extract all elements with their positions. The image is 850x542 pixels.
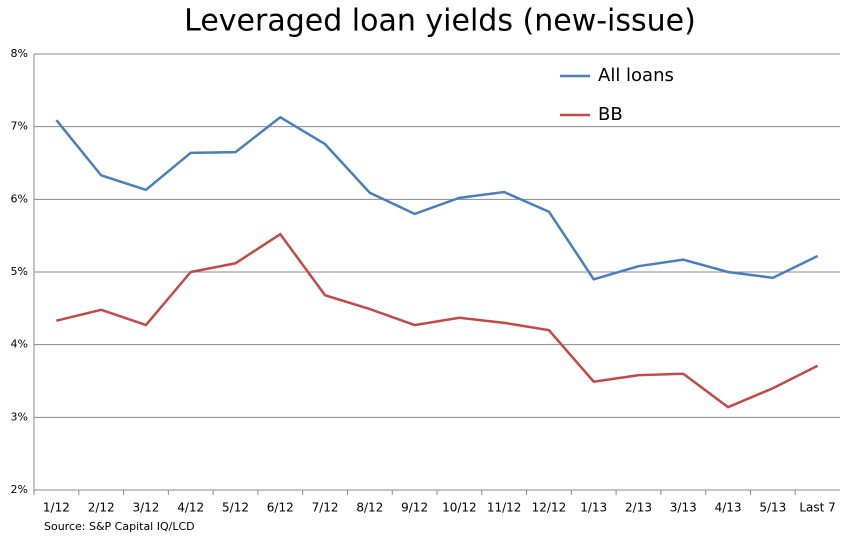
x-tick-label: 9/12	[401, 501, 428, 515]
x-tick-label: Last 7	[799, 501, 835, 515]
y-tick-label: 7%	[11, 120, 28, 133]
x-tick-label: 8/12	[356, 501, 383, 515]
x-tick-label: 10/12	[442, 501, 477, 515]
y-tick-label: 5%	[11, 265, 28, 278]
x-tick-label: 5/13	[759, 501, 786, 515]
series-line	[55, 115, 819, 281]
x-tick-label: 4/13	[715, 501, 742, 515]
y-tick-label: 2%	[11, 483, 28, 496]
x-tick-label: 1/12	[43, 501, 70, 515]
x-tick-label: 3/13	[670, 501, 697, 515]
y-tick-label: 6%	[11, 192, 28, 205]
y-tick-label: 3%	[11, 410, 28, 423]
series-line	[56, 232, 819, 409]
x-tick-label: 12/12	[532, 501, 567, 515]
y-tick-label: 4%	[11, 338, 28, 351]
x-tick-label: 2/13	[625, 501, 652, 515]
x-tick-label: 11/12	[487, 501, 522, 515]
x-tick-label: 4/12	[177, 501, 204, 515]
x-tick-label: 2/12	[88, 501, 115, 515]
x-tick-label: 5/12	[222, 501, 249, 515]
x-tick-label: 3/12	[132, 501, 159, 515]
chart-title: Leveraged loan yields (new-issue)	[184, 4, 696, 39]
x-tick-label: 6/12	[267, 501, 294, 515]
legend-label: BB	[598, 104, 623, 125]
x-tick-label: 1/13	[580, 501, 607, 515]
y-tick-label: 8%	[11, 47, 28, 60]
x-tick-label: 7/12	[312, 501, 339, 515]
legend-label: All loans	[598, 65, 674, 86]
source-note: Source: S&P Capital IQ/LCD	[44, 520, 195, 533]
